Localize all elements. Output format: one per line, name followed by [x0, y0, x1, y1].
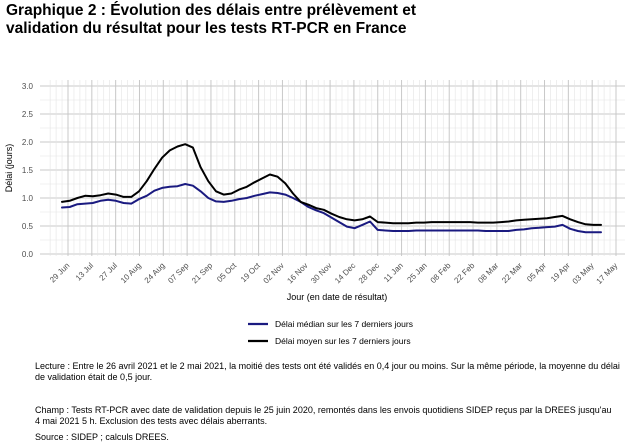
- y-axis: 0.0 0.5 1.0 1.5 2.0 2.5 3.0 Délai (jours): [4, 82, 34, 259]
- note-lecture-line-2: de validation était de 0,5 jour.: [35, 372, 153, 382]
- note-champ: Champ : Tests RT-PCR avec date de valida…: [35, 405, 615, 427]
- note-source-line: Source : SIDEP ; calculs DREES.: [35, 432, 169, 442]
- note-champ-line-2: 4 mai 2021 5 h. Exclusion des tests avec…: [35, 416, 268, 426]
- x-tick-label: 29 Jun: [48, 261, 71, 284]
- title-line-2: validation du résultat pour les tests RT…: [6, 20, 407, 37]
- y-tick-label: 1.5: [22, 166, 34, 175]
- x-axis-title: Jour (en date de résultat): [287, 292, 388, 302]
- x-tick-label: 19 Oct: [239, 261, 263, 285]
- y-tick-label: 0.5: [22, 222, 34, 231]
- legend-label-mean: Délai moyen sur les 7 derniers jours: [275, 336, 411, 346]
- y-axis-title: Délai (jours): [4, 144, 14, 193]
- x-tick-label: 22 Mar: [500, 261, 524, 285]
- note-champ-line-1: Champ : Tests RT-PCR avec date de valida…: [35, 405, 612, 415]
- y-tick-label: 2.0: [22, 138, 34, 147]
- x-tick-label: 25 Jan: [405, 261, 428, 284]
- y-tick-label: 1.0: [22, 194, 34, 203]
- x-tick-label: 10 Aug: [119, 261, 143, 285]
- x-tick-label: 16 Nov: [285, 261, 309, 285]
- x-tick-label: 21 Sep: [190, 261, 215, 286]
- title-line-1: Graphique 2 : Évolution des délais entre…: [6, 2, 417, 19]
- series-line-median: [61, 183, 602, 234]
- legend: Délai médian sur les 7 derniers jours Dél…: [248, 319, 413, 346]
- x-tick-label: 02 Nov: [262, 261, 286, 285]
- series-line-mean: [61, 143, 602, 226]
- x-tick-label: 14 Dec: [333, 261, 357, 285]
- x-tick-label: 27 Jul: [98, 261, 120, 283]
- note-lecture-line-1: Lecture : Entre le 26 avril 2021 et le 2…: [35, 361, 620, 371]
- x-tick-label: 08 Feb: [429, 261, 453, 285]
- x-tick-label: 17 May: [594, 261, 619, 286]
- y-tick-label: 3.0: [22, 82, 34, 91]
- x-tick-label: 24 Aug: [143, 261, 167, 285]
- x-axis: 29 Jun 13 Jul 27 Jul 10 Aug 24 Aug 07 Sep 21 S…: [48, 261, 619, 302]
- legend-label-median: Délai médian sur les 7 derniers jours: [275, 319, 413, 329]
- x-tick-label: 19 Apr: [549, 261, 572, 284]
- series-lines: [61, 143, 602, 234]
- x-tick-label: 03 May: [571, 261, 596, 286]
- x-tick-label: 08 Mar: [476, 261, 500, 285]
- note-lecture: Lecture : Entre le 26 avril 2021 et le 2…: [35, 361, 620, 383]
- x-tick-label: 13 Jul: [74, 261, 96, 283]
- x-tick-label: 05 Apr: [525, 261, 548, 284]
- y-tick-label: 0.0: [22, 250, 34, 259]
- x-tick-label: 05 Oct: [215, 261, 239, 285]
- y-tick-label: 2.5: [22, 110, 34, 119]
- x-tick-label: 22 Feb: [452, 261, 476, 285]
- chart-title: Graphique 2 : Évolution des délais entre…: [6, 2, 626, 38]
- x-tick-label: 30 Nov: [309, 261, 333, 285]
- note-source: Source : SIDEP ; calculs DREES.: [35, 432, 615, 443]
- x-tick-label: 11 Jan: [382, 261, 405, 284]
- grid: [40, 80, 625, 256]
- x-tick-label: 28 Dec: [357, 261, 381, 285]
- x-tick-label: 07 Sep: [166, 261, 191, 286]
